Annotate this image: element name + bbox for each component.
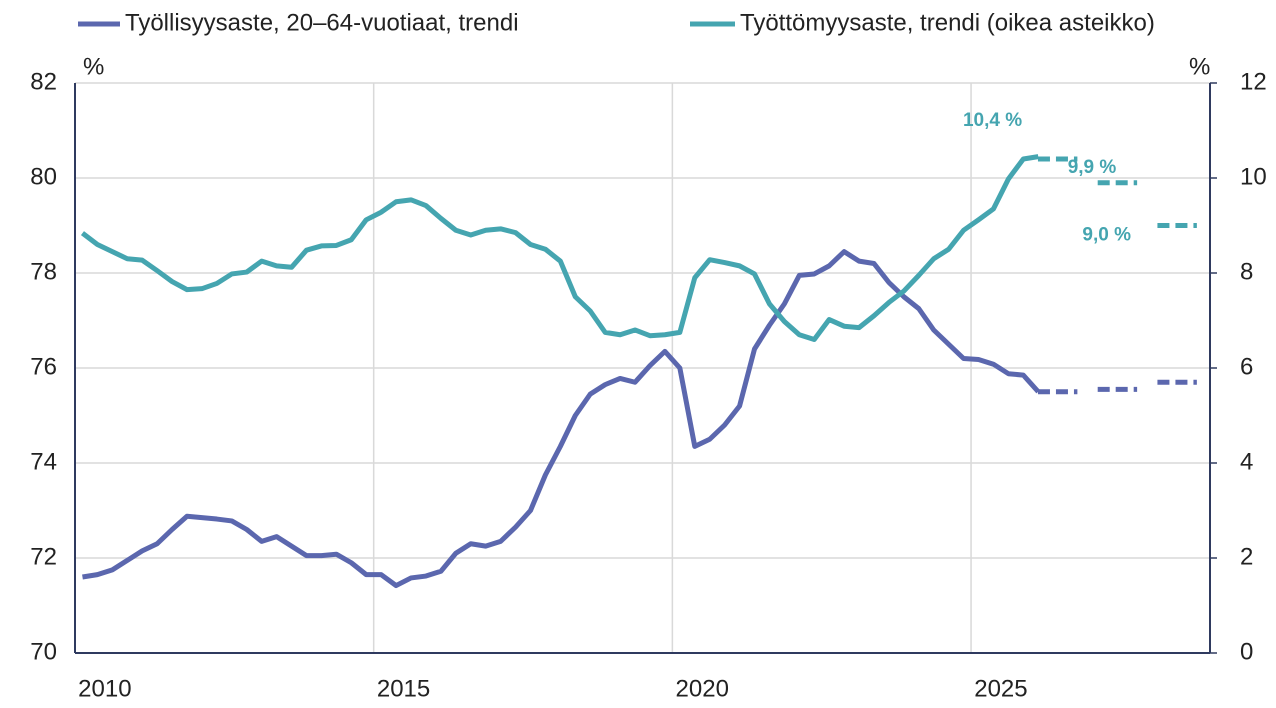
y2-tick-label: 12 [1240, 68, 1267, 95]
value-label: 10,4 % [963, 110, 1022, 131]
y2-tick-label: 4 [1240, 448, 1253, 475]
x-tick-label: 2020 [676, 675, 729, 702]
legend-label: Työllisyysaste, 20–64-vuotiaat, trendi [125, 9, 519, 36]
y-tick-label: 72 [30, 543, 57, 570]
y-tick-label: 80 [30, 163, 57, 190]
y-tick-label: 82 [30, 68, 57, 95]
x-tick-label: 2015 [377, 675, 430, 702]
y-tick-label: 78 [30, 258, 57, 285]
y-tick-label: 76 [30, 353, 57, 380]
value-label: 9,9 % [1068, 157, 1117, 178]
series-line [82, 249, 1041, 589]
value-label: 9,0 % [1082, 225, 1131, 246]
y2-tick-label: 8 [1240, 258, 1253, 285]
legend-label: Työttömyysaste, trendi (oikea asteikko) [740, 9, 1155, 36]
x-tick-label: 2010 [78, 675, 131, 702]
series-line [80, 154, 1039, 342]
y-tick-label: 74 [30, 448, 57, 475]
y2-tick-label: 2 [1240, 543, 1253, 570]
y2-unit: % [1189, 53, 1210, 80]
y2-tick-label: 6 [1240, 353, 1253, 380]
y2-tick-label: 0 [1240, 638, 1253, 665]
y-tick-label: 70 [30, 638, 57, 665]
y2-tick-label: 10 [1240, 163, 1267, 190]
y-unit: % [83, 53, 104, 80]
x-tick-label: 2025 [974, 675, 1027, 702]
